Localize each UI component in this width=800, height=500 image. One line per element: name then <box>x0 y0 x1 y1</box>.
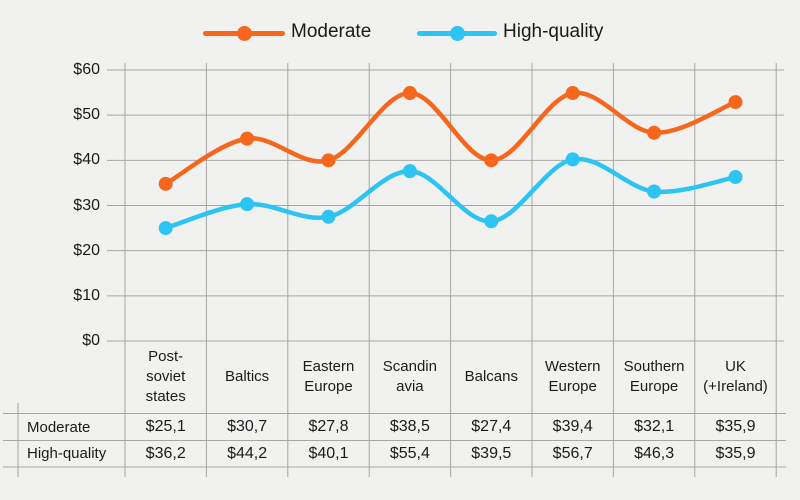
legend-dot-moderate <box>236 25 252 41</box>
y-tick-label: $10 <box>73 286 100 304</box>
table-cell-value: $55,4 <box>389 444 430 462</box>
category-label: Eastern Europe <box>302 358 355 396</box>
table-cell-value: $36,2 <box>145 444 186 462</box>
y-tick-label: $20 <box>73 241 100 259</box>
category-label: Baltics <box>224 368 270 386</box>
data-point-moderate <box>484 153 499 168</box>
legend-label-moderate: Moderate <box>291 21 372 43</box>
legend: Moderate High-quality <box>0 0 800 60</box>
category-label: Southern Europe <box>623 358 685 396</box>
table-cell-value: $40,1 <box>308 444 349 462</box>
table-cell-value: $39,4 <box>552 418 593 435</box>
data-point-high-quality <box>321 209 336 224</box>
y-tick-label: $50 <box>73 106 100 124</box>
table-cell-value: $35,9 <box>715 444 756 462</box>
data-point-moderate <box>240 131 255 146</box>
legend-label-high-quality: High-quality <box>503 21 604 43</box>
y-tick-label: $30 <box>73 196 100 214</box>
table-cell-value: $25,1 <box>145 418 186 435</box>
table-row-label: High-quality <box>27 445 107 463</box>
table-cell-value: $39,5 <box>471 444 512 462</box>
category-label: Balcans <box>464 368 518 386</box>
data-point-moderate <box>647 125 662 140</box>
data-point-high-quality <box>402 164 417 179</box>
table-cell-value: $30,7 <box>227 418 268 435</box>
table-cell-value: $46,3 <box>634 444 675 462</box>
data-point-high-quality <box>484 214 499 229</box>
table-cell-value: $32,1 <box>634 418 675 435</box>
table-cell-value: $44,2 <box>227 444 268 462</box>
table-cell-value: $35,9 <box>715 418 756 435</box>
data-point-high-quality <box>565 152 580 167</box>
data-point-high-quality <box>728 170 743 185</box>
legend-dot-high-quality <box>449 25 465 41</box>
category-label: Post- soviet states <box>145 348 186 406</box>
table-cell-value: $27,8 <box>308 418 349 435</box>
data-point-moderate <box>402 86 417 101</box>
data-point-moderate <box>321 153 336 168</box>
table-cell-value: $27,4 <box>471 418 512 435</box>
table-cell-value: $56,7 <box>552 444 593 462</box>
category-label: Western Europe <box>544 358 601 396</box>
data-point-moderate <box>728 95 743 110</box>
table-row-label: Moderate <box>27 418 91 436</box>
data-point-moderate <box>158 176 173 191</box>
series-line-moderate <box>163 90 738 187</box>
category-label: Scandin avia <box>382 358 437 396</box>
data-point-high-quality <box>240 197 255 212</box>
y-tick-label: $0 <box>82 332 100 349</box>
data-point-high-quality <box>158 221 173 236</box>
data-point-high-quality <box>647 184 662 199</box>
y-tick-label: $60 <box>73 61 100 78</box>
data-point-moderate <box>565 86 580 101</box>
category-label: UK (+Ireland) <box>703 358 768 396</box>
series-line-high-quality <box>163 156 738 231</box>
y-tick-label: $40 <box>73 151 100 169</box>
table-cell-value: $38,5 <box>389 418 430 435</box>
